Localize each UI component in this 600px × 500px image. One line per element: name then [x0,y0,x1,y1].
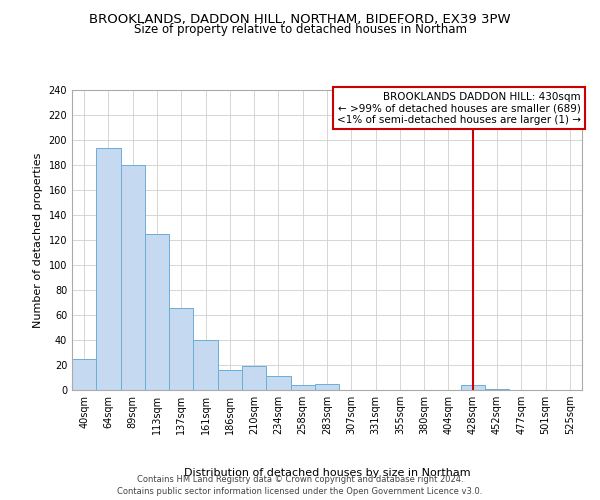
Y-axis label: Number of detached properties: Number of detached properties [33,152,43,328]
Bar [169,308,193,390]
Bar [96,148,121,390]
Bar [485,389,509,390]
Bar [193,340,218,390]
Bar [242,366,266,390]
Text: Distribution of detached houses by size in Northam: Distribution of detached houses by size … [184,468,470,477]
Bar [121,165,145,390]
Bar [266,376,290,390]
Bar [315,384,339,390]
Text: BROOKLANDS, DADDON HILL, NORTHAM, BIDEFORD, EX39 3PW: BROOKLANDS, DADDON HILL, NORTHAM, BIDEFO… [89,12,511,26]
Text: BROOKLANDS DADDON HILL: 430sqm
← >99% of detached houses are smaller (689)
<1% o: BROOKLANDS DADDON HILL: 430sqm ← >99% of… [337,92,581,124]
Text: Contains HM Land Registry data © Crown copyright and database right 2024.
Contai: Contains HM Land Registry data © Crown c… [118,474,482,496]
Bar [290,385,315,390]
Bar [218,370,242,390]
Bar [461,385,485,390]
Bar [145,234,169,390]
Bar [72,359,96,390]
Text: Size of property relative to detached houses in Northam: Size of property relative to detached ho… [133,22,467,36]
